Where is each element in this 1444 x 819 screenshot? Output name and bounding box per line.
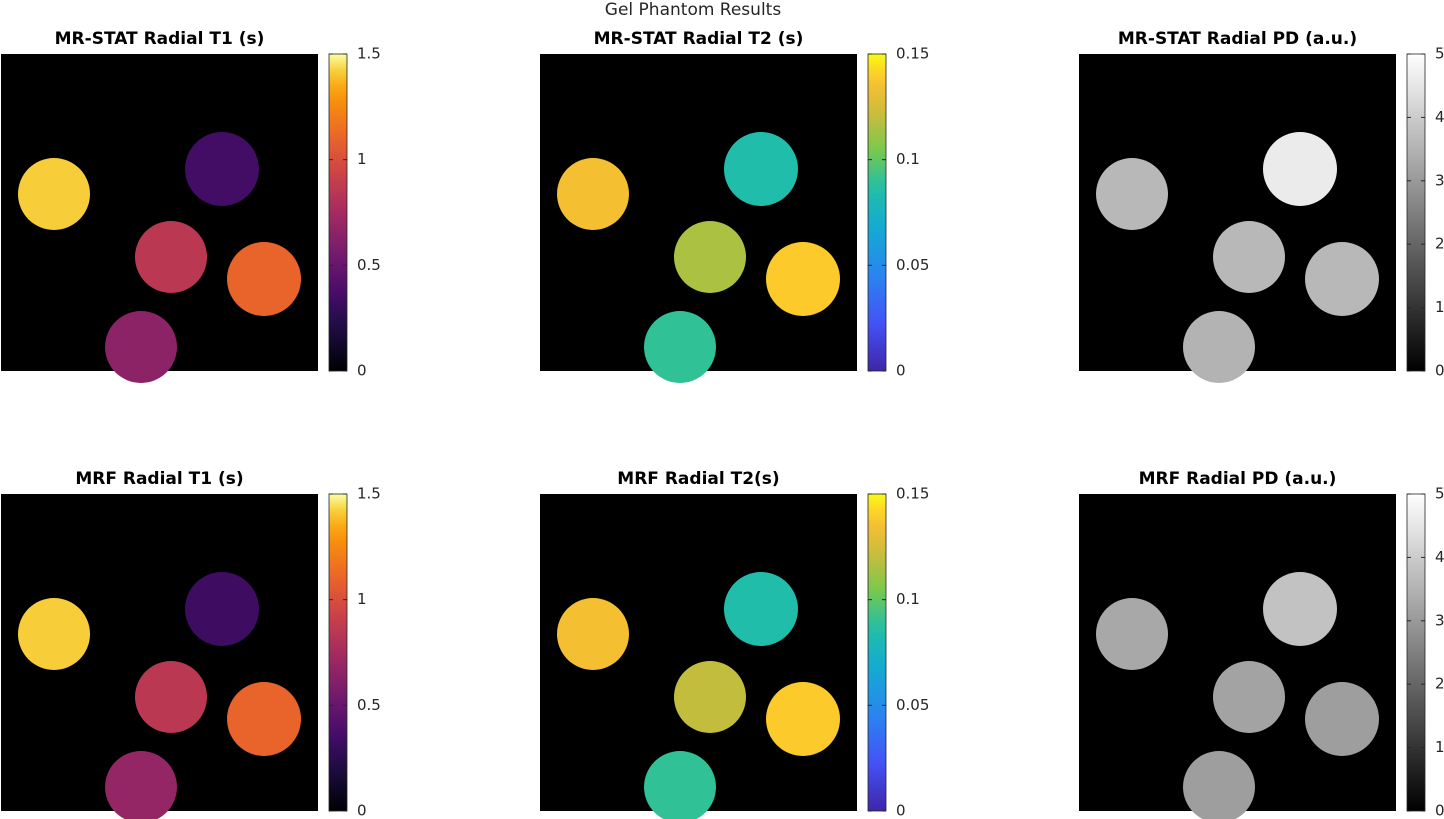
colorbar-tick-label: 1 bbox=[357, 150, 367, 168]
phantom-vial bbox=[135, 221, 207, 293]
colorbar-tick-label: 1.5 bbox=[357, 485, 381, 503]
colorbar-tick-label: 0.15 bbox=[896, 45, 929, 63]
colorbar-tick-label: 0.05 bbox=[896, 256, 929, 274]
phantom-vial bbox=[766, 682, 840, 756]
colorbar-tick-label: 0.05 bbox=[896, 696, 929, 714]
colorbar-tick-label: 0.5 bbox=[357, 256, 381, 274]
panel-title: MR-STAT Radial T1 (s) bbox=[55, 29, 265, 49]
colorbar-tick-label: 1 bbox=[1435, 738, 1444, 756]
colorbar-tick-label: 2 bbox=[1435, 235, 1444, 253]
phantom-vial bbox=[185, 572, 259, 646]
phantom-vial bbox=[105, 311, 177, 383]
phantom-vial bbox=[724, 572, 798, 646]
phantom-vial bbox=[227, 682, 301, 756]
colorbar-tick-label: 0 bbox=[357, 362, 367, 380]
colorbar-tick-label: 5 bbox=[1435, 485, 1444, 503]
phantom-vial bbox=[644, 751, 716, 819]
phantom-vial bbox=[18, 598, 90, 670]
colorbar-tick-label: 4 bbox=[1435, 108, 1444, 126]
colorbar-tick-label: 1.5 bbox=[357, 45, 381, 63]
colorbar-tick-label: 5 bbox=[1435, 45, 1444, 63]
phantom-vial bbox=[644, 311, 716, 383]
phantom-vial bbox=[1183, 751, 1255, 819]
phantom-vial bbox=[1213, 221, 1285, 293]
phantom-vial bbox=[724, 132, 798, 206]
panel-title: MRF Radial T2(s) bbox=[617, 469, 779, 489]
phantom-vial bbox=[135, 661, 207, 733]
figure-title: Gel Phantom Results bbox=[605, 0, 782, 20]
phantom-vial bbox=[185, 132, 259, 206]
colorbar bbox=[1406, 493, 1426, 812]
colorbar-tick-label: 0.15 bbox=[896, 485, 929, 503]
colorbar-tick-label: 2 bbox=[1435, 675, 1444, 693]
colorbar-tick-label: 0 bbox=[896, 802, 906, 819]
colorbar-tick-label: 0.1 bbox=[896, 150, 920, 168]
phantom-vial bbox=[1183, 311, 1255, 383]
phantom-vial bbox=[1305, 682, 1379, 756]
phantom-vial bbox=[766, 242, 840, 316]
phantom-vial bbox=[1305, 242, 1379, 316]
colorbar bbox=[328, 493, 348, 812]
colorbar bbox=[1406, 53, 1426, 372]
panel-title: MRF Radial PD (a.u.) bbox=[1139, 469, 1337, 489]
phantom-vial bbox=[1096, 158, 1168, 230]
colorbar-tick-label: 0.1 bbox=[896, 590, 920, 608]
colorbar-tick-label: 1 bbox=[1435, 298, 1444, 316]
colorbar bbox=[328, 53, 348, 372]
phantom-vial bbox=[105, 751, 177, 819]
colorbar-tick-label: 0.5 bbox=[357, 696, 381, 714]
colorbar-tick-label: 3 bbox=[1435, 171, 1444, 189]
panel-title: MR-STAT Radial T2 (s) bbox=[594, 29, 804, 49]
phantom-vial bbox=[557, 158, 629, 230]
colorbar-tick-label: 0 bbox=[1435, 802, 1444, 819]
panel-title: MR-STAT Radial PD (a.u.) bbox=[1118, 29, 1357, 49]
phantom-vial bbox=[18, 158, 90, 230]
phantom-vial bbox=[1263, 572, 1337, 646]
phantom-vial bbox=[1263, 132, 1337, 206]
colorbar-tick-label: 0 bbox=[1435, 362, 1444, 380]
panel-title: MRF Radial T1 (s) bbox=[75, 469, 243, 489]
phantom-vial bbox=[674, 221, 746, 293]
phantom-vial bbox=[1096, 598, 1168, 670]
colorbar bbox=[867, 53, 887, 372]
phantom-vial bbox=[1213, 661, 1285, 733]
colorbar-tick-label: 0 bbox=[896, 362, 906, 380]
colorbar-tick-label: 1 bbox=[357, 590, 367, 608]
phantom-vial bbox=[557, 598, 629, 670]
phantom-vial bbox=[227, 242, 301, 316]
phantom-vial bbox=[674, 661, 746, 733]
colorbar bbox=[867, 493, 887, 812]
colorbar-tick-label: 3 bbox=[1435, 611, 1444, 629]
colorbar-tick-label: 0 bbox=[357, 802, 367, 819]
colorbar-tick-label: 4 bbox=[1435, 548, 1444, 566]
